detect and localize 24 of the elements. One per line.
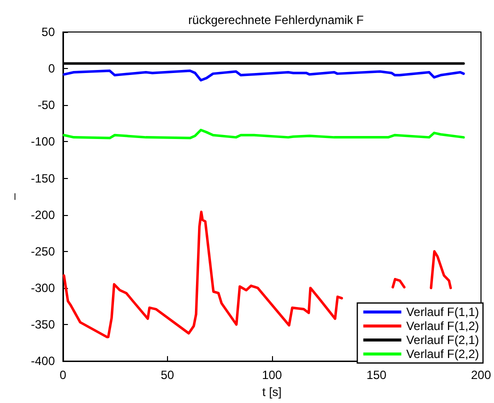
x-tick-label: 150 xyxy=(366,368,387,382)
x-tick-label: 50 xyxy=(160,368,174,382)
y-axis-title: – xyxy=(7,192,21,200)
x-axis-title: t [s] xyxy=(262,385,282,399)
line-series xyxy=(62,128,465,140)
line-series xyxy=(62,70,465,82)
y-tick-label: 0 xyxy=(48,62,56,76)
chart-title: rückgerechnete Fehlerdynamik F xyxy=(188,13,364,27)
x-tick-label: 0 xyxy=(60,368,67,382)
y-tick-label: -50 xyxy=(38,98,56,112)
x-tick-label: 100 xyxy=(262,368,282,382)
y-tick-label: -100 xyxy=(30,134,56,149)
legend-label: Verlauf F(2,1) xyxy=(406,333,480,347)
y-tick-label: -400 xyxy=(30,354,56,368)
y-tick-label: -350 xyxy=(30,318,56,332)
legend-label: Verlauf F(1,2) xyxy=(406,319,480,333)
y-tick-label: -300 xyxy=(30,280,56,295)
legend-label: Verlauf F(1,1) xyxy=(406,305,480,319)
y-tick-label: -150 xyxy=(30,171,56,186)
y-tick-label: 50 xyxy=(42,25,56,39)
y-tick-label: -250 xyxy=(30,244,56,258)
legend-label: Verlauf F(2,2) xyxy=(406,347,480,361)
y-tick-label: -200 xyxy=(30,208,56,222)
x-tick-label: 200 xyxy=(470,368,492,382)
